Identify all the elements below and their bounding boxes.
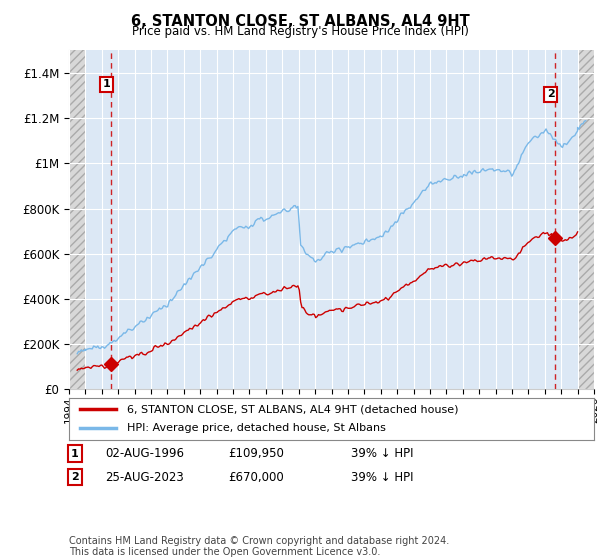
Text: 6, STANTON CLOSE, ST ALBANS, AL4 9HT: 6, STANTON CLOSE, ST ALBANS, AL4 9HT [131, 14, 469, 29]
Text: 2: 2 [547, 90, 554, 100]
Text: 02-AUG-1996: 02-AUG-1996 [105, 447, 184, 460]
Bar [579, 50, 594, 389]
Bar [579, 50, 594, 389]
Text: 2: 2 [71, 472, 79, 482]
Text: 6, STANTON CLOSE, ST ALBANS, AL4 9HT (detached house): 6, STANTON CLOSE, ST ALBANS, AL4 9HT (de… [127, 404, 458, 414]
Text: 39% ↓ HPI: 39% ↓ HPI [351, 470, 413, 484]
Text: Contains HM Land Registry data © Crown copyright and database right 2024.
This d: Contains HM Land Registry data © Crown c… [69, 535, 449, 557]
Bar [69, 50, 85, 389]
Text: 1: 1 [71, 449, 79, 459]
Text: 1: 1 [103, 80, 110, 89]
Text: Price paid vs. HM Land Registry's House Price Index (HPI): Price paid vs. HM Land Registry's House … [131, 25, 469, 38]
Text: £670,000: £670,000 [228, 470, 284, 484]
Text: HPI: Average price, detached house, St Albans: HPI: Average price, detached house, St A… [127, 423, 386, 433]
Text: 25-AUG-2023: 25-AUG-2023 [105, 470, 184, 484]
Text: £109,950: £109,950 [228, 447, 284, 460]
Text: 39% ↓ HPI: 39% ↓ HPI [351, 447, 413, 460]
Bar [69, 50, 85, 389]
